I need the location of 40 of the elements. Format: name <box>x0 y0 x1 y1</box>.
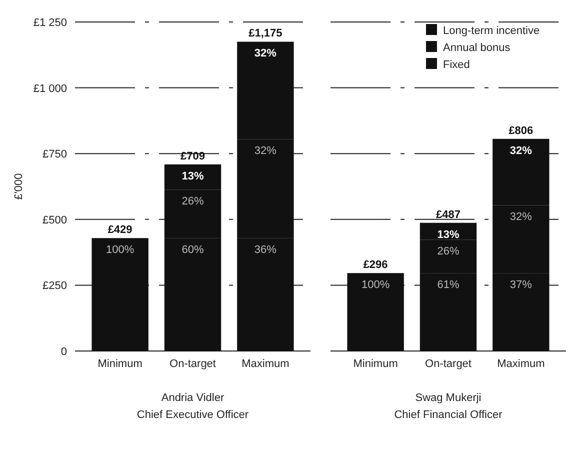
total-label: £429 <box>108 224 132 236</box>
x-tick-label: Minimum <box>98 358 142 370</box>
y-tick-label: £750 <box>42 148 67 161</box>
annotation: 100% <box>106 244 134 256</box>
annotation: 36% <box>254 244 277 256</box>
annotation: 32% <box>510 211 532 224</box>
bar <box>92 238 148 351</box>
x-axis-title: Andria Vidler Chief Executive Officer <box>136 392 249 421</box>
total-label: £709 <box>180 150 205 162</box>
annotation: 26% <box>437 246 460 258</box>
x-tick-label: Maximum <box>242 358 290 370</box>
y-tick-label: £1 000 <box>33 82 67 95</box>
total-label: £1,175 <box>248 28 282 40</box>
legend-label: Annual bonus <box>443 42 511 54</box>
annotation: 37% <box>510 279 532 292</box>
y-tick-label: £250 <box>42 280 67 292</box>
x-tick-label: On-target <box>170 358 216 370</box>
total-label: £296 <box>363 259 388 272</box>
annotation: 32% <box>254 48 277 60</box>
total-label: £806 <box>508 124 534 137</box>
x-tick-label: Maximum <box>497 358 545 370</box>
y-tick-label: £1 250 <box>33 17 67 29</box>
annotation: 13% <box>437 228 460 241</box>
annotation: 100% <box>362 279 390 292</box>
x-axis-title: Swag Mukerji Chief Financial Officer <box>394 392 503 421</box>
annotation: 26% <box>182 196 204 208</box>
annotation: 32% <box>510 144 532 157</box>
annotation: 32% <box>254 145 277 158</box>
annotation: 60% <box>182 244 204 256</box>
legend-label: Fixed <box>443 59 470 71</box>
x-tick-label: Minimum <box>353 358 398 370</box>
legend-label: Long-term incentive <box>443 25 540 37</box>
annotation: 13% <box>182 170 204 182</box>
bar <box>347 273 404 351</box>
annotation: 61% <box>437 279 460 292</box>
y-tick-label: 0 <box>60 346 67 358</box>
y-axis-title: £'000 <box>13 173 25 200</box>
total-label: £487 <box>436 208 460 221</box>
y-tick-label: £500 <box>42 214 67 226</box>
x-tick-label: On-target <box>425 358 472 370</box>
